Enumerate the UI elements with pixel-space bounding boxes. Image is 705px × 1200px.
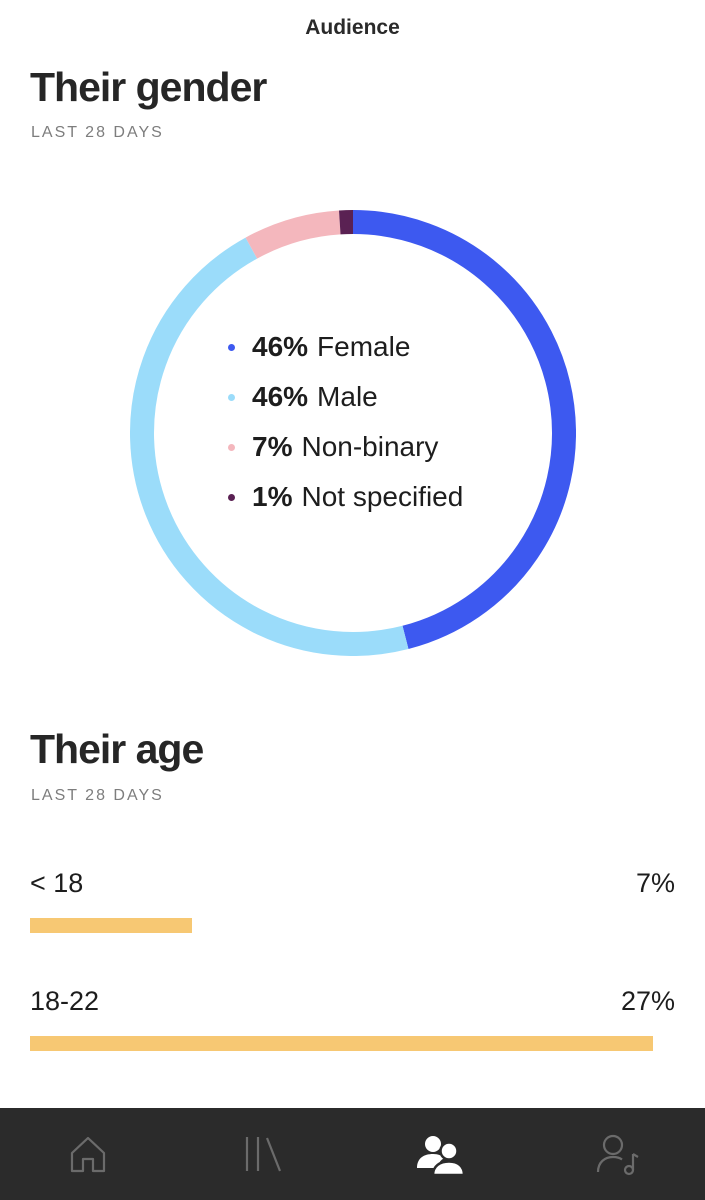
- legend-label-not-specified: Not specified: [301, 481, 464, 512]
- donut-segment-non-binary: [245, 210, 341, 259]
- profile-music-icon: [596, 1134, 639, 1176]
- tab-audience[interactable]: [390, 1108, 490, 1200]
- age-bar-fill: [30, 918, 192, 933]
- age-period-label: LAST 28 DAYS: [31, 787, 164, 804]
- gender-section-title: Their gender: [30, 64, 267, 110]
- tab-home[interactable]: [38, 1108, 138, 1200]
- gender-period-label: LAST 28 DAYS: [31, 124, 164, 141]
- legend-dot-female: [228, 343, 235, 351]
- legend-label-male: Male: [317, 381, 378, 412]
- bottom-tab-bar: [0, 1108, 705, 1200]
- donut-segment-male: [130, 237, 409, 656]
- legend-item-female: 46% Female: [228, 322, 463, 372]
- gender-legend: 46% Female 46% Male 7% Non-binary 1% Not…: [228, 322, 463, 522]
- gender-donut-chart: [130, 210, 576, 656]
- age-range-value: 7%: [635, 868, 675, 898]
- legend-dot-male: [228, 393, 235, 401]
- age-bar-fill: [30, 1036, 653, 1051]
- legend-pct-not-specified: 1%: [252, 481, 293, 512]
- legend-item-male: 46% Male: [228, 372, 463, 422]
- donut-segment-female: [352, 210, 576, 649]
- age-range-value: 27%: [620, 986, 675, 1016]
- legend-pct-male: 46%: [252, 381, 309, 412]
- legend-pct-female: 46%: [252, 331, 309, 362]
- legend-dot-non-binary: [228, 443, 235, 451]
- age-section-title: Their age: [30, 726, 204, 772]
- legend-item-not-specified: 1% Not specified: [228, 472, 463, 522]
- age-bar-track: [30, 1036, 653, 1051]
- legend-item-non-binary: 7% Non-binary: [228, 422, 463, 472]
- legend-pct-non-binary: 7%: [252, 431, 293, 462]
- home-icon: [70, 1136, 106, 1173]
- gender-donut-svg: [130, 210, 576, 656]
- age-range-label: < 18: [30, 868, 84, 898]
- legend-label-female: Female: [317, 331, 411, 362]
- library-icon: [245, 1137, 282, 1172]
- age-bar-track: [30, 918, 653, 933]
- tab-profile[interactable]: [568, 1108, 668, 1200]
- legend-dot-not-specified: [228, 493, 235, 501]
- page-title: Audience: [305, 16, 400, 39]
- audience-icon: [417, 1136, 464, 1176]
- tab-library[interactable]: [214, 1108, 314, 1200]
- legend-label-non-binary: Non-binary: [301, 431, 439, 462]
- age-range-label: 18-22: [30, 986, 100, 1016]
